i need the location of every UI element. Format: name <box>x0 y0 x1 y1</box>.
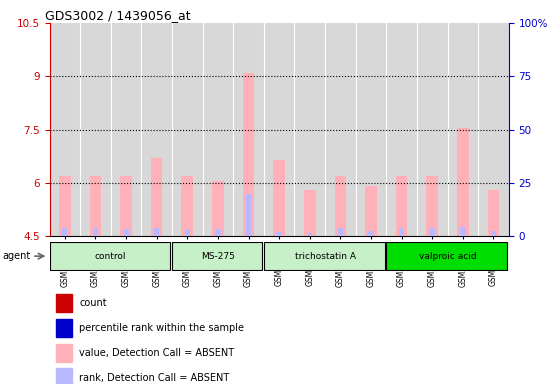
Bar <box>386 23 417 236</box>
Bar <box>215 229 221 236</box>
Bar <box>172 243 262 270</box>
Text: MS-275: MS-275 <box>201 252 235 261</box>
Bar <box>448 23 478 236</box>
Bar <box>57 344 73 362</box>
Bar <box>154 228 160 236</box>
Text: count: count <box>79 298 107 308</box>
Text: agent: agent <box>3 251 31 261</box>
Text: valproic acid: valproic acid <box>419 252 476 261</box>
Bar <box>172 23 202 236</box>
Bar <box>334 176 346 236</box>
Bar <box>57 369 73 384</box>
Bar <box>233 23 264 236</box>
Bar <box>264 23 294 236</box>
Bar <box>80 23 111 236</box>
Bar <box>338 228 343 236</box>
Bar <box>273 160 285 236</box>
Text: rank, Detection Call = ABSENT: rank, Detection Call = ABSENT <box>79 373 229 383</box>
Bar <box>307 233 312 236</box>
Bar <box>50 243 170 270</box>
Text: GDS3002 / 1439056_at: GDS3002 / 1439056_at <box>45 9 190 22</box>
Bar <box>478 23 509 236</box>
Bar <box>141 23 172 236</box>
Bar <box>430 228 435 236</box>
Bar <box>426 176 438 236</box>
Bar <box>356 23 386 236</box>
Bar <box>457 128 469 236</box>
Bar <box>50 23 80 236</box>
Bar <box>182 176 193 236</box>
Bar <box>294 23 325 236</box>
Text: trichostatin A: trichostatin A <box>295 252 355 261</box>
Bar <box>111 23 141 236</box>
Bar <box>184 229 190 236</box>
Bar <box>90 176 101 236</box>
Bar <box>120 176 132 236</box>
Bar <box>123 229 129 236</box>
Bar <box>57 319 73 337</box>
Text: percentile rank within the sample: percentile rank within the sample <box>79 323 244 333</box>
Bar <box>325 23 356 236</box>
Text: value, Detection Call = ABSENT: value, Detection Call = ABSENT <box>79 348 234 358</box>
Bar <box>276 232 282 236</box>
Bar <box>212 181 224 236</box>
Bar <box>488 190 499 236</box>
Bar <box>399 228 404 236</box>
Bar <box>365 187 377 236</box>
Bar <box>62 228 68 236</box>
Bar <box>417 23 448 236</box>
Bar <box>59 176 70 236</box>
Bar <box>243 73 254 236</box>
Bar <box>491 231 496 236</box>
Bar <box>460 227 466 236</box>
Bar <box>202 23 233 236</box>
Text: control: control <box>95 252 126 261</box>
Bar <box>246 194 251 236</box>
Bar <box>396 176 408 236</box>
Bar <box>304 190 316 236</box>
Bar <box>368 231 374 236</box>
Bar <box>92 228 98 236</box>
Bar <box>151 158 162 236</box>
Bar <box>386 243 507 270</box>
Bar <box>57 294 73 313</box>
Bar <box>264 243 385 270</box>
